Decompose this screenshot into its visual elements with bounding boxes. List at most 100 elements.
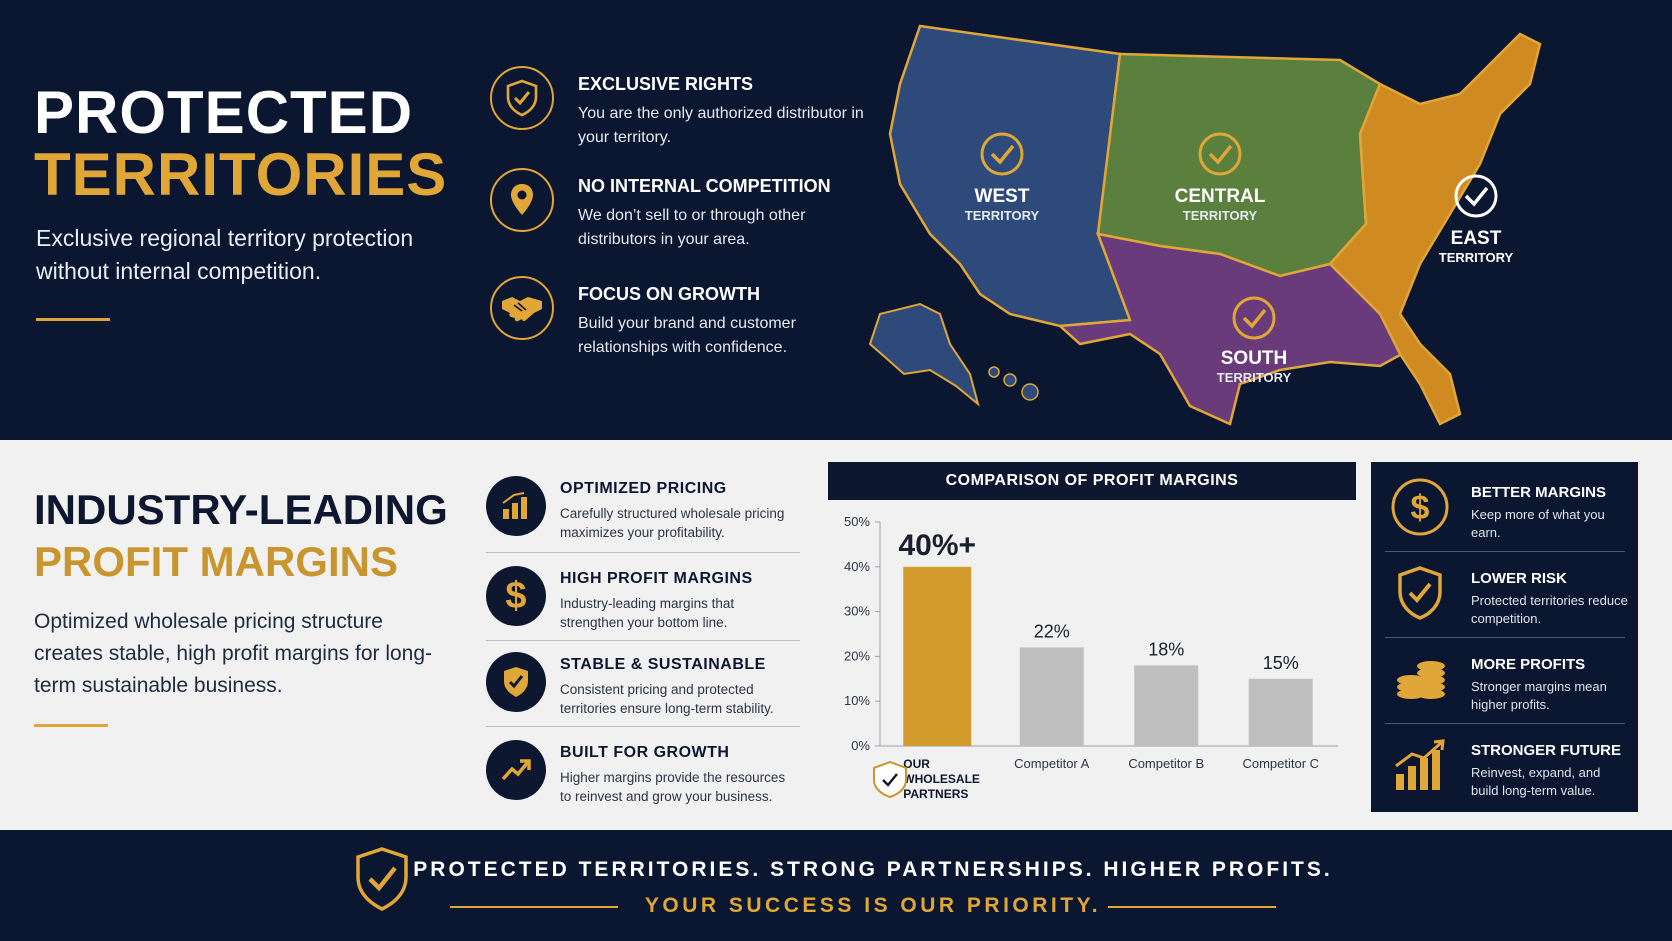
item-optimized-pricing: OPTIMIZED PRICING Carefully structured w…: [486, 468, 800, 556]
item-high-profit-margins: $ HIGH PROFIT MARGINS Industry-leading m…: [486, 558, 800, 646]
benefit-stronger-future: STRONGER FUTURE Reinvest, expand, and bu…: [1387, 720, 1627, 806]
gold-divider: [34, 724, 108, 727]
shield-check-icon: [486, 652, 546, 712]
south-territory-region: [1057, 232, 1422, 426]
bar-data-label: 22%: [1034, 621, 1070, 641]
category-label-line: WHOLESALE: [903, 772, 980, 786]
check-mark-icon: [990, 144, 1015, 165]
footer-tagline: PROTECTED TERRITORIES. STRONG PARTNERSHI…: [413, 858, 1333, 881]
shield-check-icon: [490, 66, 554, 130]
divider: [486, 552, 800, 553]
y-tick-label: 20%: [844, 648, 870, 663]
divider: [1385, 723, 1625, 724]
shield-check-icon: [1387, 560, 1453, 626]
hawaii-island: [1021, 383, 1039, 401]
divider: [486, 640, 800, 641]
partner-check-icon: [882, 773, 898, 787]
check-circle-icon: [1232, 296, 1276, 340]
category-label: Competitor A: [1014, 756, 1089, 771]
feature-desc: You are the only authorized distributor …: [578, 105, 864, 146]
hawaii-island: [988, 366, 1000, 378]
footer-section: [0, 830, 1672, 941]
central-territory-label: CENTRAL TERRITORY: [1175, 132, 1266, 223]
feature-desc: Build your brand and customer relationsh…: [578, 315, 796, 356]
y-tick-label: 10%: [844, 693, 870, 708]
y-tick-label: 0%: [851, 738, 870, 753]
item-built-for-growth: BUILT FOR GROWTH Higher margins provide …: [486, 732, 800, 820]
check-mark-icon: [1208, 144, 1233, 165]
bar-data-label: 15%: [1263, 653, 1299, 673]
bar-competitor-c: [1248, 678, 1313, 746]
region-name: SOUTH: [1221, 348, 1288, 369]
east-territory-label: EAST TERRITORY: [1439, 174, 1514, 265]
y-tick-label: 40%: [844, 559, 870, 574]
item-title: OPTIMIZED PRICING: [560, 480, 727, 497]
chart-plot: 0% 10% 20% 30% 40% 50% 40%+ OUR WHOLESALE PARTNER…: [844, 514, 1338, 801]
benefit-better-margins: $ BETTER MARGINS Keep more of what you e…: [1387, 462, 1627, 548]
west-territory-label: WEST TERRITORY: [965, 132, 1040, 223]
item-stable-sustainable: STABLE & SUSTAINABLE Consistent pricing …: [486, 644, 800, 732]
item-desc: Consistent pricing and protected territo…: [560, 682, 774, 716]
category-label: OUR WHOLESALE PARTNERS: [903, 757, 980, 801]
benefit-title: STRONGER FUTURE: [1471, 742, 1621, 759]
footer-shield-icon: [356, 847, 408, 911]
category-label-line: PARTNERS: [903, 787, 968, 801]
region-name: CENTRAL: [1175, 186, 1266, 207]
profit-margin-chart: COMPARISON OF PROFIT MARGINS 0% 10% 20% 30%…: [828, 462, 1356, 816]
chart-title: COMPARISON OF PROFIT MARGINS: [828, 462, 1356, 500]
region-sub: TERRITORY: [1217, 370, 1292, 385]
title-industry-leading: INDUSTRY-LEADING: [34, 486, 448, 533]
check-circle-icon: [1198, 132, 1242, 176]
dollar-icon: $: [486, 566, 546, 626]
hawaii-island: [1003, 373, 1017, 387]
feature-title: EXCLUSIVE RIGHTS: [578, 74, 754, 94]
benefit-desc: Reinvest, expand, and build long-term va…: [1471, 765, 1601, 798]
handshake-icon: [490, 276, 554, 340]
feature-title: NO INTERNAL COMPETITION: [578, 176, 831, 196]
dollar-circle-icon: $: [1387, 474, 1453, 540]
y-tick-label: 30%: [844, 604, 870, 619]
bar-data-label: 18%: [1148, 639, 1184, 659]
check-circle-icon: [980, 132, 1024, 176]
benefit-desc: Stronger margins mean higher profits.: [1471, 679, 1607, 712]
benefit-lower-risk: LOWER RISK Protected territories reduce …: [1387, 548, 1628, 634]
partner-shield-icon: [873, 760, 907, 799]
divider: [1385, 551, 1625, 552]
east-territory-region: [1328, 32, 1542, 426]
item-title: HIGH PROFIT MARGINS: [560, 570, 753, 587]
item-title: BUILT FOR GROWTH: [560, 744, 730, 761]
benefits-panel: $ BETTER MARGINS Keep more of what you e…: [1371, 462, 1638, 812]
title-protected: PROTECTED: [34, 79, 414, 146]
category-label: Competitor C: [1242, 756, 1319, 771]
coins-icon: [1387, 646, 1453, 712]
divider: [1385, 637, 1625, 638]
region-sub: TERRITORY: [1183, 208, 1258, 223]
bar-data-label: 40%+: [898, 529, 976, 562]
feature-desc: We don’t sell to or through other distri…: [578, 207, 806, 248]
footer-line-right: [1108, 906, 1276, 908]
check-circle-icon: [1454, 174, 1498, 218]
trend-up-icon: [486, 740, 546, 800]
bar-our-wholesale-partners: [903, 566, 972, 746]
growth-chart-icon: [1387, 732, 1453, 798]
south-territory-label: SOUTH TERRITORY: [1217, 296, 1292, 385]
benefit-desc: Keep more of what you earn.: [1471, 507, 1605, 540]
benefit-title: MORE PROFITS: [1471, 656, 1586, 673]
benefit-more-profits: MORE PROFITS Stronger margins mean highe…: [1387, 634, 1627, 720]
us-territory-map: WEST TERRITORY CENTRAL TERRITORY EAST TE…: [868, 24, 1542, 426]
mid-subtitle: Optimized wholesale pricing structure cr…: [34, 610, 433, 697]
region-name: WEST: [975, 186, 1030, 207]
west-territory-region: [888, 24, 1132, 328]
bar-chart-icon: [486, 476, 546, 536]
footer-line-left: [450, 906, 618, 908]
item-title: STABLE & SUSTAINABLE: [560, 656, 766, 673]
alaska-shape: [868, 302, 980, 407]
bar-competitor-b: [1134, 665, 1199, 746]
location-pin-icon: [490, 168, 554, 232]
svg-text:$: $: [1411, 489, 1430, 527]
category-label: Competitor B: [1128, 756, 1204, 771]
title-territories: TERRITORIES: [34, 141, 448, 208]
region-sub: TERRITORY: [965, 208, 1040, 223]
benefit-desc: Protected territories reduce competition…: [1471, 593, 1628, 626]
benefit-title: LOWER RISK: [1471, 570, 1567, 587]
